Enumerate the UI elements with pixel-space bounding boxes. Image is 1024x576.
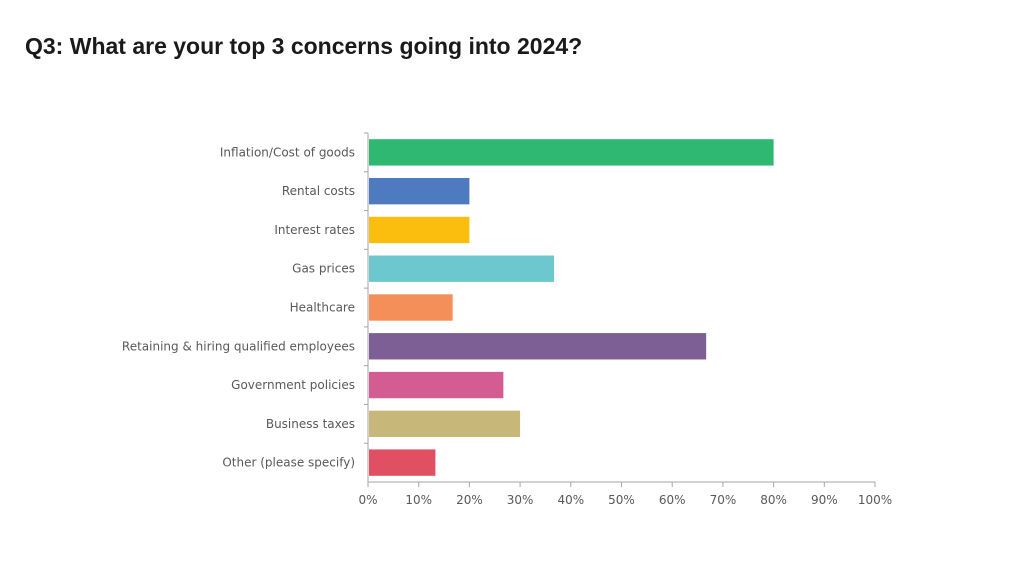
- x-tick-label: 0%: [358, 493, 377, 507]
- x-tick-label: 90%: [811, 493, 838, 507]
- x-tick-label: 30%: [507, 493, 534, 507]
- category-label: Government policies: [231, 378, 355, 392]
- x-tick-label: 60%: [659, 493, 686, 507]
- x-tick-label: 100%: [858, 493, 892, 507]
- bar-3: [369, 216, 470, 244]
- category-label: Inflation/Cost of goods: [220, 145, 355, 159]
- bar-4: [369, 255, 555, 282]
- page-title: Q3: What are your top 3 concerns going i…: [25, 33, 583, 59]
- bar-series: [369, 139, 774, 476]
- x-tick-label: 10%: [405, 493, 432, 507]
- category-label: Business taxes: [266, 417, 355, 431]
- x-tick-label: 50%: [608, 493, 635, 507]
- category-labels: Inflation/Cost of goods Rental costs Inter…: [122, 145, 355, 469]
- category-label: Retaining & hiring qualified employees: [122, 339, 355, 353]
- x-tick-label: 20%: [456, 493, 483, 507]
- x-axis: 0% 10% 20% 30% 40% 50% 60% 70% 80% 90% 100%: [358, 132, 892, 507]
- bar-7: [369, 371, 504, 399]
- bar-9: [369, 449, 436, 476]
- category-label: Gas prices: [292, 262, 355, 276]
- bar-6: [369, 333, 707, 360]
- x-tick-label: 70%: [710, 493, 737, 507]
- bar-2: [369, 177, 470, 205]
- category-label: Interest rates: [274, 223, 355, 237]
- bar-8: [369, 410, 521, 438]
- category-label: Healthcare: [290, 301, 355, 315]
- bar-5: [369, 294, 453, 321]
- x-tick-label: 40%: [557, 493, 584, 507]
- category-label: Rental costs: [282, 184, 355, 198]
- x-tick-label: 80%: [760, 493, 787, 507]
- bar-1: [369, 139, 774, 166]
- category-label: Other (please specify): [222, 456, 355, 470]
